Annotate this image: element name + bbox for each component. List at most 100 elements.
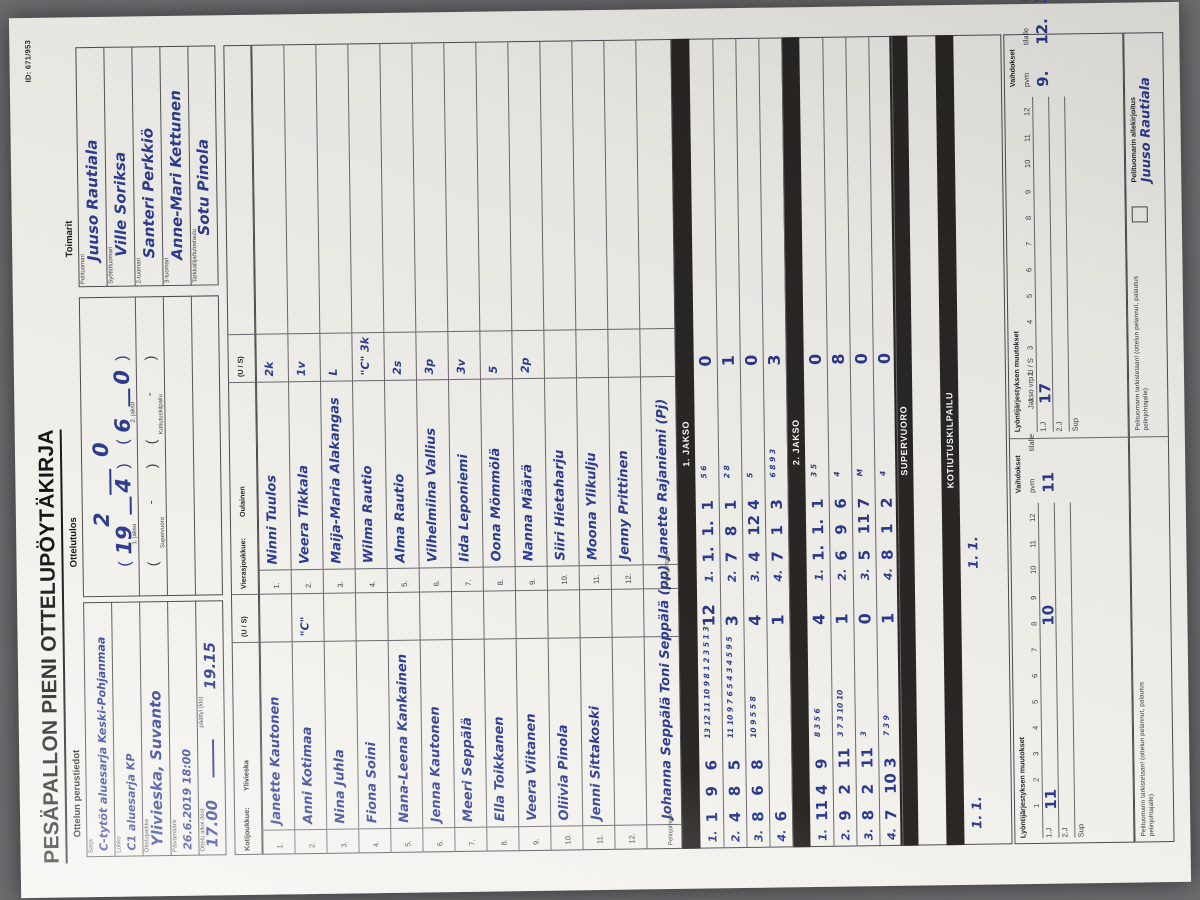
paren-open-kk: ( [142,439,159,445]
home-us-header: (U / S) [239,616,249,638]
away-run-value: 7 [768,550,787,562]
home-pj-name: Johanna Seppälä [658,696,676,820]
home-run-value: 8 [748,759,767,770]
away-run-value: 1. [808,518,828,536]
home-run-value: 9 [836,810,855,821]
home-inning-label: 3. [752,829,766,842]
home-player-name: Fiona Soini [364,741,381,824]
away-kotiutus-value: 1. 1. [966,536,982,569]
home-player-number: 11. [595,834,605,845]
away-player-number: 12. [623,573,633,584]
away-sub-value: 12. [1033,18,1052,45]
away-player-mark: 5 [486,365,500,374]
away-player-name: Nanna Määrä [520,463,537,562]
away-player-mark: 1v [294,361,308,377]
home-change-value-col1: 11 [1041,788,1061,810]
home-small-marks: 11 10 9 7 6 5 4 3 4 5 9 5 [724,636,736,739]
away-run-value: 1. [698,520,718,537]
home-inning-label: 4. [775,829,789,842]
away-change-value-col1: 17 [1036,382,1055,404]
away-inning-label: 2. [725,570,739,583]
away-inning-label: 1. [812,569,826,582]
away-run-value: 1 [698,499,717,511]
away-run-value: 1. [699,546,718,563]
away-run-value: 1 [768,524,787,536]
section-result-header: Ottelutulos [67,517,80,568]
away-player-mark: L [326,368,340,376]
away-player-mark: 2s [390,360,404,375]
paren-open-p1: ( [116,561,134,567]
home-change-col-header: 2 [1031,777,1041,783]
away-team-label: Vierasjoukkue: [238,537,248,590]
dash-kk: - [142,392,157,397]
signature-checkbox[interactable] [1131,206,1148,223]
away-run-value: 1. [809,544,828,562]
home-change-col-header: 5 [1030,699,1040,705]
home-small-marks: 3 7 3 10 10 [835,689,846,737]
away-run-value: 3 [767,498,786,510]
home-player-number: 3. [339,841,349,848]
away-player-number: 1. [271,582,281,589]
home-period-points: 12 [699,604,719,627]
label-kotiutuskilpailu: Kotiutuskilpailu [158,394,165,435]
away-run-value: 6 [832,550,851,561]
away-run-value: 7 [854,497,873,509]
label-lohko: Lohko [116,836,123,853]
away-player-name: Ninni Tuulos [264,474,281,565]
away-player-number: 11. [591,574,601,585]
away-period-points: 0 [695,355,715,367]
away-inning-label: 1. [702,570,716,583]
signature-value: Juuso Rautiala [1137,76,1155,183]
away-player-mark: 3v [454,359,468,375]
home-run-value: 8 [749,811,768,822]
home-run-value: 11 [858,747,877,769]
value-official-2: Santeri Perkkiö [138,127,159,259]
away-change-row-label: 1.J [1038,421,1048,432]
batting-changes-label-home: Lyöntijärjestyksen muutokset [1017,736,1028,839]
home-player-number: 1. [275,842,285,849]
away-run-value: 1 [721,499,740,511]
home-player-name: Janette Kautonen [267,696,285,825]
home-inning-label: 2. [729,830,743,843]
away-inning-label: 4. [881,568,895,581]
value-paattyi: 19.15 [200,641,220,690]
home-sub-col-header: pvm [1027,478,1037,494]
changes-tables-container: 1 2 3 4 5 6 7 8 9 10 11 12 1.J 2.J Sup 11 10 Vaihdokset pv… [9,0,1085,898]
home-run-value: 8 [859,809,878,821]
away-change-col-header: 8 [1023,215,1033,221]
away-player-number: 2. [303,581,313,589]
home-small-marks: 10 9 5 5 8 [748,696,759,738]
away-player-name: Jenny Prittinen [616,450,633,560]
home-small-marks: 3 [858,731,869,737]
away-player-mark: "C" 3k [358,336,372,376]
away-small-marks: 5 6 [699,465,709,479]
away-change-col-header: 11 [1022,134,1032,143]
footer-note-away: Pelituomarin tarkistetaan! (ottelun pela… [1132,275,1150,431]
home-inning-label: 1. [706,830,720,843]
paren-open-p2: ( [114,439,132,445]
home-run-value: 11 [835,747,854,769]
home-player-number: 4. [371,840,381,848]
home-run-value: 10 [881,772,900,795]
home-player-mark: "C" [298,616,312,637]
home-change-col-header: 7 [1029,647,1039,653]
scoresheet-paper: PESÄPALLON PIENI OTTELUPÖYTÄKIRJA ID: 67… [8,0,1192,899]
away-player-name: Siiri Hietaharju [551,449,569,561]
home-player-name: Veera Viitanen [523,713,541,822]
away-run-value: 1 [878,523,897,535]
away-period-points: 0 [851,353,871,365]
jaksovoitot-home: 2 [89,512,115,528]
home-period-points: 4 [809,613,829,626]
away-run-value: 5 [855,549,874,561]
away-change-col-header: 2 [1025,371,1036,377]
away-player-number: 5. [399,580,409,587]
home-period-points: 1 [878,612,898,625]
away-player-number: 3. [335,581,345,588]
away-player-number: 10. [559,574,569,585]
home-run-value: 6 [772,810,791,822]
home-period-points: 1 [768,614,788,626]
home-change-col-header: 8 [1029,621,1039,627]
period2-away: 0 [109,369,135,385]
page-title: PESÄPALLON PIENI OTTELUPÖYTÄKIRJA [34,429,68,864]
